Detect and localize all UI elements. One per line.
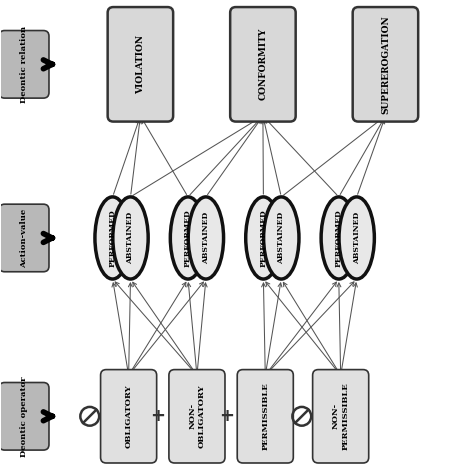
Text: ABSTAINED: ABSTAINED [127, 212, 135, 264]
Text: Deontic operator: Deontic operator [20, 376, 28, 456]
Ellipse shape [113, 197, 148, 279]
FancyBboxPatch shape [0, 204, 49, 272]
Ellipse shape [321, 197, 356, 279]
FancyBboxPatch shape [237, 370, 293, 463]
Text: PERFORMED: PERFORMED [259, 209, 267, 267]
Text: Deontic relation: Deontic relation [20, 26, 28, 103]
Ellipse shape [95, 197, 130, 279]
FancyBboxPatch shape [0, 30, 49, 98]
Ellipse shape [188, 197, 224, 279]
Ellipse shape [170, 197, 206, 279]
Text: NON-
OBLIGATORY: NON- OBLIGATORY [188, 384, 206, 448]
Ellipse shape [264, 197, 299, 279]
FancyBboxPatch shape [108, 7, 173, 121]
FancyBboxPatch shape [230, 7, 296, 121]
Text: +: + [151, 407, 165, 425]
Text: SUPEREROGATION: SUPEREROGATION [381, 15, 390, 114]
FancyBboxPatch shape [0, 383, 49, 450]
Text: VIOLATION: VIOLATION [136, 35, 145, 94]
Text: ABSTAINED: ABSTAINED [353, 212, 361, 264]
FancyBboxPatch shape [353, 7, 418, 121]
Text: CONFORMITY: CONFORMITY [258, 28, 267, 100]
Text: PERFORMED: PERFORMED [184, 209, 192, 267]
FancyBboxPatch shape [100, 370, 156, 463]
Text: PERMISSIBLE: PERMISSIBLE [261, 383, 269, 450]
Text: ABSTAINED: ABSTAINED [277, 212, 285, 264]
Text: +: + [219, 407, 234, 425]
Text: Action-value: Action-value [20, 209, 28, 268]
Text: OBLIGATORY: OBLIGATORY [125, 384, 133, 448]
Text: PERFORMED: PERFORMED [335, 209, 343, 267]
FancyBboxPatch shape [169, 370, 225, 463]
Text: NON-
PERMISSIBLE: NON- PERMISSIBLE [332, 383, 349, 450]
Ellipse shape [339, 197, 374, 279]
Ellipse shape [246, 197, 281, 279]
Text: ABSTAINED: ABSTAINED [202, 212, 210, 264]
Text: PERFORMED: PERFORMED [109, 209, 117, 267]
FancyBboxPatch shape [313, 370, 369, 463]
